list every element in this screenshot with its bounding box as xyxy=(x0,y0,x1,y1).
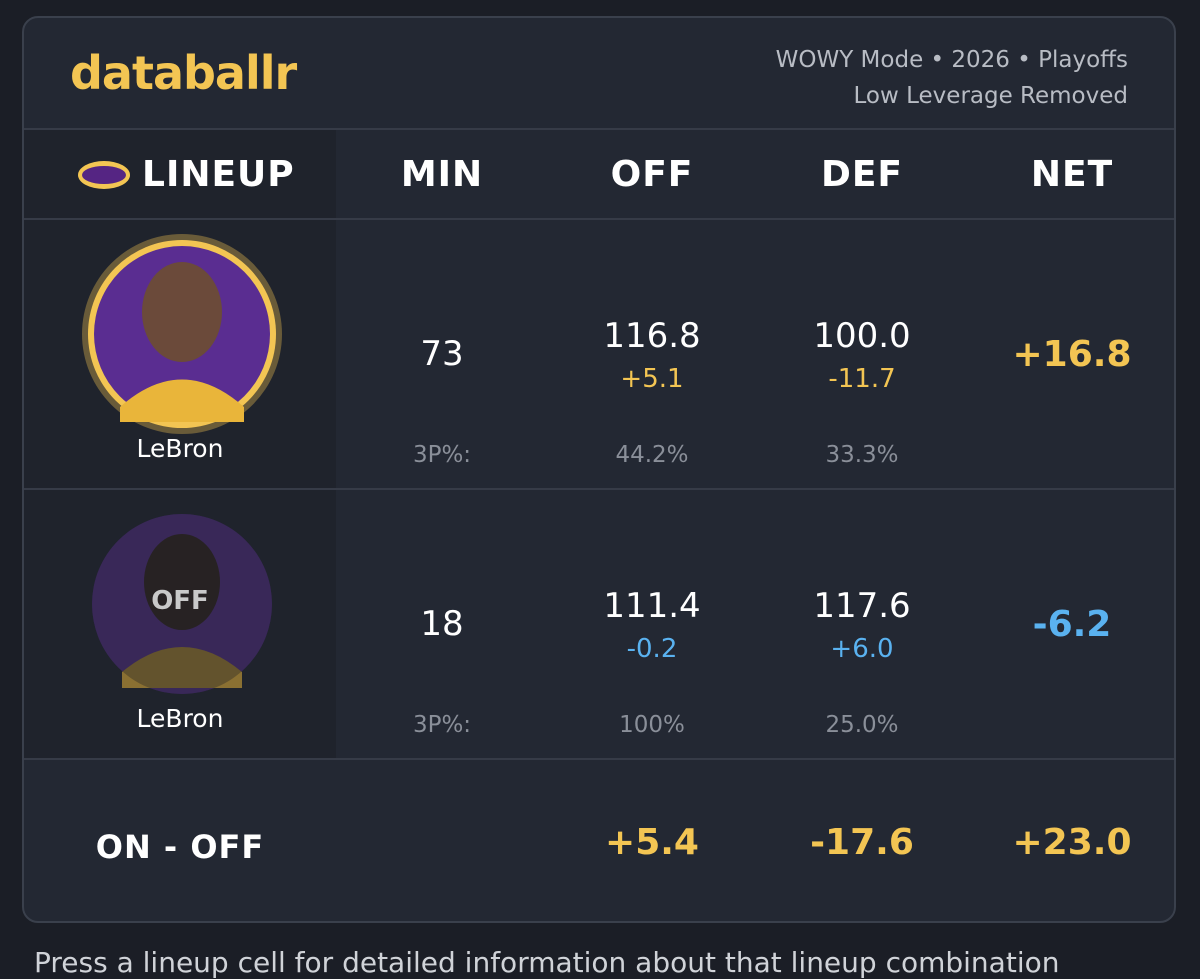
divider xyxy=(24,488,1174,490)
player-avatar[interactable] xyxy=(90,512,274,696)
def-rating: 100.0 xyxy=(813,316,911,356)
off-badge: OFF xyxy=(151,586,209,616)
divider xyxy=(24,128,1174,130)
column-header: DEF xyxy=(820,154,904,195)
mode-info: WOWY Mode • 2026 • Playoffs Low Leverage… xyxy=(776,42,1128,114)
player-avatar[interactable] xyxy=(80,232,284,436)
def-rating: 117.6 xyxy=(813,586,911,626)
divider xyxy=(24,758,1174,760)
def-3p: 25.0% xyxy=(825,712,899,738)
minutes: 73 xyxy=(420,334,464,374)
off-diff: -0.2 xyxy=(626,634,678,664)
def-diff: +6.0 xyxy=(830,634,894,664)
mode-line: Low Leverage Removed xyxy=(853,83,1128,109)
mode-line: WOWY Mode • 2026 • Playoffs xyxy=(775,47,1128,73)
off-3p: 44.2% xyxy=(615,442,689,468)
off-rating: 111.4 xyxy=(603,586,701,626)
column-header: OFF xyxy=(610,154,694,195)
threep-label: 3P%: xyxy=(412,712,472,738)
summary-net: +23.0 xyxy=(1012,822,1132,863)
brand-logo: databallr xyxy=(70,46,297,100)
net-rating: +16.8 xyxy=(1012,334,1132,375)
off-diff: +5.1 xyxy=(620,364,684,394)
footer-hint: Press a lineup cell for detailed informa… xyxy=(34,946,1060,979)
stats-card: databallr WOWY Mode • 2026 • Playoffs Lo… xyxy=(22,16,1176,923)
column-header: MIN xyxy=(400,154,484,195)
player-name[interactable]: LeBron xyxy=(136,704,224,733)
column-header: NET xyxy=(1030,154,1114,195)
off-rating: 116.8 xyxy=(603,316,701,356)
column-header: LINEUP xyxy=(142,154,295,195)
summary-off: +5.4 xyxy=(605,822,699,863)
def-3p: 33.3% xyxy=(825,442,899,468)
player-name[interactable]: LeBron xyxy=(136,434,224,463)
team-logo xyxy=(78,161,130,189)
net-rating: -6.2 xyxy=(1032,604,1112,645)
divider xyxy=(24,218,1174,220)
summary-def: -17.6 xyxy=(810,822,914,863)
threep-label: 3P%: xyxy=(412,442,472,468)
summary-label: ON - OFF xyxy=(95,828,265,866)
off-3p: 100% xyxy=(619,712,685,738)
def-diff: -11.7 xyxy=(828,364,896,394)
minutes: 18 xyxy=(420,604,464,644)
